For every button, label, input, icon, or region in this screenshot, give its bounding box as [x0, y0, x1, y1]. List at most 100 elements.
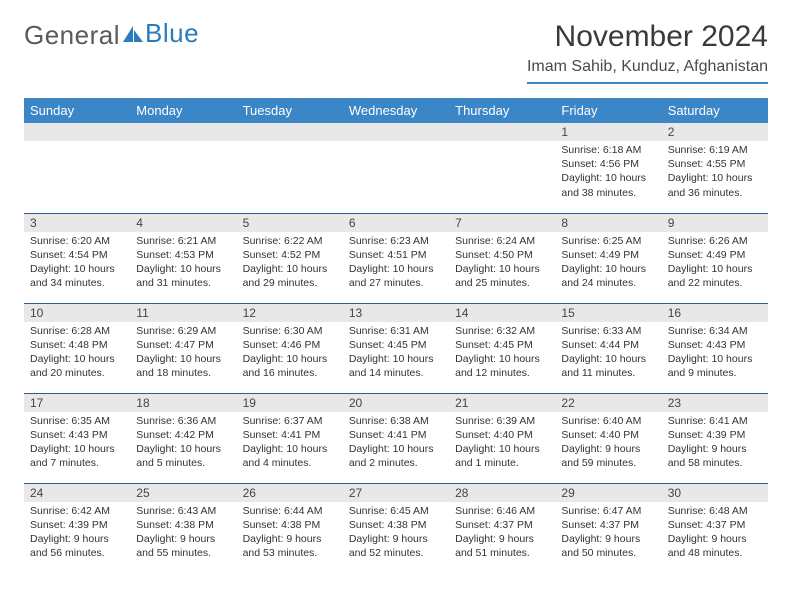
page-header: General Blue November 2024 Imam Sahib, K…: [24, 20, 768, 84]
day-number: 8: [555, 214, 661, 232]
logo: General Blue: [24, 20, 199, 51]
calendar-cell: 23Sunrise: 6:41 AMSunset: 4:39 PMDayligh…: [662, 393, 768, 483]
day-content: Sunrise: 6:47 AMSunset: 4:37 PMDaylight:…: [555, 502, 661, 565]
day-content: Sunrise: 6:31 AMSunset: 4:45 PMDaylight:…: [343, 322, 449, 385]
calendar-cell: 28Sunrise: 6:46 AMSunset: 4:37 PMDayligh…: [449, 483, 555, 573]
calendar-cell: 5Sunrise: 6:22 AMSunset: 4:52 PMDaylight…: [237, 213, 343, 303]
calendar-cell: 18Sunrise: 6:36 AMSunset: 4:42 PMDayligh…: [130, 393, 236, 483]
day-content: Sunrise: 6:48 AMSunset: 4:37 PMDaylight:…: [662, 502, 768, 565]
day-number: 26: [237, 484, 343, 502]
calendar-cell: 13Sunrise: 6:31 AMSunset: 4:45 PMDayligh…: [343, 303, 449, 393]
calendar-cell: 21Sunrise: 6:39 AMSunset: 4:40 PMDayligh…: [449, 393, 555, 483]
location-text: Imam Sahib, Kunduz, Afghanistan: [527, 58, 768, 84]
day-content: Sunrise: 6:25 AMSunset: 4:49 PMDaylight:…: [555, 232, 661, 295]
weekday-header: Monday: [130, 98, 236, 123]
calendar-week-row: 17Sunrise: 6:35 AMSunset: 4:43 PMDayligh…: [24, 393, 768, 483]
day-content: Sunrise: 6:30 AMSunset: 4:46 PMDaylight:…: [237, 322, 343, 385]
calendar-cell: [343, 123, 449, 213]
day-number: 20: [343, 394, 449, 412]
day-number: 18: [130, 394, 236, 412]
day-number: 5: [237, 214, 343, 232]
calendar-cell: 14Sunrise: 6:32 AMSunset: 4:45 PMDayligh…: [449, 303, 555, 393]
logo-sail-icon: [123, 20, 145, 51]
weekday-header: Friday: [555, 98, 661, 123]
day-content: Sunrise: 6:43 AMSunset: 4:38 PMDaylight:…: [130, 502, 236, 565]
weekday-header: Tuesday: [237, 98, 343, 123]
calendar-cell: 15Sunrise: 6:33 AMSunset: 4:44 PMDayligh…: [555, 303, 661, 393]
calendar-cell: 10Sunrise: 6:28 AMSunset: 4:48 PMDayligh…: [24, 303, 130, 393]
day-content: Sunrise: 6:23 AMSunset: 4:51 PMDaylight:…: [343, 232, 449, 295]
calendar-cell: [24, 123, 130, 213]
calendar-cell: 27Sunrise: 6:45 AMSunset: 4:38 PMDayligh…: [343, 483, 449, 573]
calendar-cell: 25Sunrise: 6:43 AMSunset: 4:38 PMDayligh…: [130, 483, 236, 573]
day-content: Sunrise: 6:35 AMSunset: 4:43 PMDaylight:…: [24, 412, 130, 475]
day-number: 27: [343, 484, 449, 502]
day-content: Sunrise: 6:21 AMSunset: 4:53 PMDaylight:…: [130, 232, 236, 295]
calendar-cell: 29Sunrise: 6:47 AMSunset: 4:37 PMDayligh…: [555, 483, 661, 573]
calendar-week-row: 1Sunrise: 6:18 AMSunset: 4:56 PMDaylight…: [24, 123, 768, 213]
day-number: [130, 123, 236, 141]
calendar-cell: 7Sunrise: 6:24 AMSunset: 4:50 PMDaylight…: [449, 213, 555, 303]
day-content: Sunrise: 6:22 AMSunset: 4:52 PMDaylight:…: [237, 232, 343, 295]
calendar-body: 1Sunrise: 6:18 AMSunset: 4:56 PMDaylight…: [24, 123, 768, 573]
weekday-header: Thursday: [449, 98, 555, 123]
day-number: 1: [555, 123, 661, 141]
day-content: Sunrise: 6:39 AMSunset: 4:40 PMDaylight:…: [449, 412, 555, 475]
day-content: Sunrise: 6:20 AMSunset: 4:54 PMDaylight:…: [24, 232, 130, 295]
calendar-cell: 22Sunrise: 6:40 AMSunset: 4:40 PMDayligh…: [555, 393, 661, 483]
day-number: 13: [343, 304, 449, 322]
day-number: 29: [555, 484, 661, 502]
day-content: Sunrise: 6:34 AMSunset: 4:43 PMDaylight:…: [662, 322, 768, 385]
day-number: 10: [24, 304, 130, 322]
day-number: 9: [662, 214, 768, 232]
calendar-cell: 4Sunrise: 6:21 AMSunset: 4:53 PMDaylight…: [130, 213, 236, 303]
calendar-cell: 17Sunrise: 6:35 AMSunset: 4:43 PMDayligh…: [24, 393, 130, 483]
day-content: Sunrise: 6:45 AMSunset: 4:38 PMDaylight:…: [343, 502, 449, 565]
month-title: November 2024: [527, 20, 768, 54]
calendar-cell: 30Sunrise: 6:48 AMSunset: 4:37 PMDayligh…: [662, 483, 768, 573]
calendar-cell: 19Sunrise: 6:37 AMSunset: 4:41 PMDayligh…: [237, 393, 343, 483]
calendar-cell: [130, 123, 236, 213]
calendar-cell: 20Sunrise: 6:38 AMSunset: 4:41 PMDayligh…: [343, 393, 449, 483]
day-number: 15: [555, 304, 661, 322]
calendar-cell: 6Sunrise: 6:23 AMSunset: 4:51 PMDaylight…: [343, 213, 449, 303]
day-number: 6: [343, 214, 449, 232]
day-number: 19: [237, 394, 343, 412]
day-number: 2: [662, 123, 768, 141]
day-content: Sunrise: 6:36 AMSunset: 4:42 PMDaylight:…: [130, 412, 236, 475]
calendar-cell: 2Sunrise: 6:19 AMSunset: 4:55 PMDaylight…: [662, 123, 768, 213]
logo-text-blue: Blue: [145, 18, 199, 49]
day-number: 3: [24, 214, 130, 232]
calendar-cell: 16Sunrise: 6:34 AMSunset: 4:43 PMDayligh…: [662, 303, 768, 393]
day-number: 21: [449, 394, 555, 412]
weekday-header: Sunday: [24, 98, 130, 123]
day-content: Sunrise: 6:42 AMSunset: 4:39 PMDaylight:…: [24, 502, 130, 565]
day-content: Sunrise: 6:46 AMSunset: 4:37 PMDaylight:…: [449, 502, 555, 565]
calendar-table: SundayMondayTuesdayWednesdayThursdayFrid…: [24, 98, 768, 573]
day-content: Sunrise: 6:24 AMSunset: 4:50 PMDaylight:…: [449, 232, 555, 295]
day-content: Sunrise: 6:37 AMSunset: 4:41 PMDaylight:…: [237, 412, 343, 475]
day-number: 16: [662, 304, 768, 322]
day-number: 24: [24, 484, 130, 502]
weekday-header: Wednesday: [343, 98, 449, 123]
title-block: November 2024 Imam Sahib, Kunduz, Afghan…: [527, 20, 768, 84]
calendar-week-row: 3Sunrise: 6:20 AMSunset: 4:54 PMDaylight…: [24, 213, 768, 303]
calendar-cell: [449, 123, 555, 213]
day-content: Sunrise: 6:18 AMSunset: 4:56 PMDaylight:…: [555, 141, 661, 204]
day-content: Sunrise: 6:19 AMSunset: 4:55 PMDaylight:…: [662, 141, 768, 204]
calendar-cell: 1Sunrise: 6:18 AMSunset: 4:56 PMDaylight…: [555, 123, 661, 213]
day-content: Sunrise: 6:32 AMSunset: 4:45 PMDaylight:…: [449, 322, 555, 385]
weekday-header: Saturday: [662, 98, 768, 123]
day-content: Sunrise: 6:29 AMSunset: 4:47 PMDaylight:…: [130, 322, 236, 385]
day-content: Sunrise: 6:38 AMSunset: 4:41 PMDaylight:…: [343, 412, 449, 475]
day-number: 23: [662, 394, 768, 412]
day-number: [449, 123, 555, 141]
calendar-week-row: 10Sunrise: 6:28 AMSunset: 4:48 PMDayligh…: [24, 303, 768, 393]
calendar-cell: 11Sunrise: 6:29 AMSunset: 4:47 PMDayligh…: [130, 303, 236, 393]
day-content: Sunrise: 6:33 AMSunset: 4:44 PMDaylight:…: [555, 322, 661, 385]
day-number: 30: [662, 484, 768, 502]
calendar-cell: 8Sunrise: 6:25 AMSunset: 4:49 PMDaylight…: [555, 213, 661, 303]
day-number: 4: [130, 214, 236, 232]
day-number: [237, 123, 343, 141]
calendar-cell: 9Sunrise: 6:26 AMSunset: 4:49 PMDaylight…: [662, 213, 768, 303]
